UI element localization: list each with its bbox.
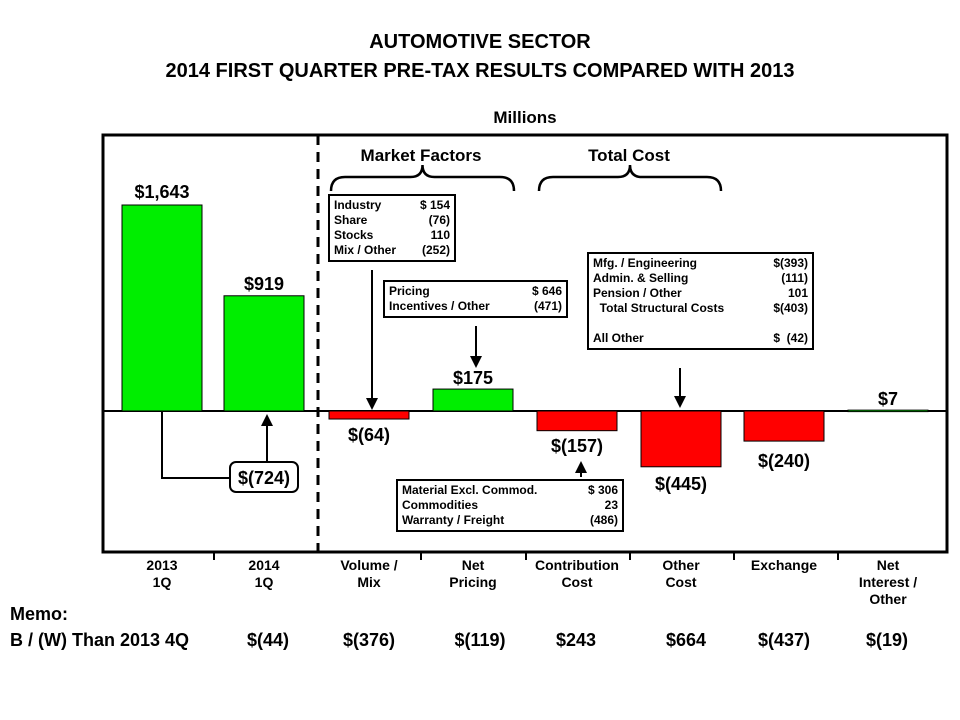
detail-row: Commodities 23 [402, 498, 618, 513]
category-label-7: Net Interest / Other [858, 557, 918, 607]
bar-5 [640, 410, 722, 468]
detail-label: Incentives / Other [389, 299, 490, 313]
bar-7 [847, 409, 929, 413]
memo-row-label: B / (W) Than 2013 4Q [10, 630, 190, 650]
other-cost-arrow-head [674, 396, 686, 408]
memo-value-3: $243 [555, 630, 597, 650]
detail-value: (111) [781, 271, 808, 285]
pricing-detail-box: Pricing $ 646 Incentives / Other (471) [383, 280, 568, 318]
memo-value-2: $(119) [454, 630, 506, 650]
bar-3 [432, 388, 514, 412]
detail-value: 101 [787, 286, 808, 300]
detail-label: Material Excl. Commod. [402, 483, 538, 497]
bar-value-label-7: $7 [878, 389, 898, 409]
detail-value: $(393) [773, 256, 808, 270]
detail-label: Pension / Other [593, 286, 682, 300]
detail-value: $ (42) [773, 331, 808, 345]
total-cost-brace [537, 164, 723, 192]
bar-value-label-3: $175 [453, 368, 493, 388]
units-label: Millions [493, 108, 557, 127]
detail-row [593, 316, 808, 331]
bar-value-label-1: $919 [244, 274, 284, 294]
bar-6 [743, 410, 825, 442]
detail-value: $ 646 [531, 284, 562, 298]
detail-row: Share (76) [334, 213, 450, 228]
difference-connector [161, 411, 230, 479]
detail-row: Mix / Other (252) [334, 243, 450, 258]
detail-label: Industry [334, 198, 382, 212]
total-cost-label: Total Cost [588, 146, 670, 165]
category-label-2: Volume / Mix [340, 557, 398, 590]
detail-label: Stocks [334, 228, 374, 242]
detail-label [593, 316, 596, 331]
memo-value-0: $(44) [246, 630, 290, 650]
detail-row: Mfg. / Engineering $(393) [593, 256, 808, 271]
market-factors-brace [329, 164, 516, 192]
detail-label: Commodities [402, 498, 479, 512]
category-label-3: Net Pricing [449, 557, 497, 590]
contribution-cost-detail-box: Material Excl. Commod. $ 306 Commodities 23… [396, 479, 624, 532]
detail-label: Total Structural Costs [593, 301, 725, 315]
detail-value: $(403) [773, 301, 808, 315]
difference-callout-label: $(724) [238, 468, 290, 488]
memo-value-6: $(19) [865, 630, 909, 650]
detail-row: All Other $ (42) [593, 331, 808, 346]
detail-row: Incentives / Other (471) [389, 299, 562, 314]
memo-value-4: $664 [665, 630, 707, 650]
detail-value: (252) [421, 243, 450, 257]
market-factors-label: Market Factors [361, 146, 482, 165]
category-label-5: Other Cost [662, 557, 700, 590]
detail-value: (76) [428, 213, 450, 227]
bar-4 [536, 410, 618, 432]
detail-row: Pension / Other 101 [593, 286, 808, 301]
memo-value-1: $(376) [342, 630, 396, 650]
other-cost-detail-box: Mfg. / Engineering $(393) Admin. & Selling… [587, 252, 814, 350]
detail-label: Pricing [389, 284, 430, 298]
pricing-arrow-head [470, 356, 482, 368]
bar-2 [328, 410, 410, 420]
detail-value: 23 [604, 498, 618, 512]
detail-value: 110 [430, 228, 450, 242]
detail-label: Mfg. / Engineering [593, 256, 697, 270]
detail-row: Stocks 110 [334, 228, 450, 243]
chart-title-line2: 2014 FIRST QUARTER PRE-TAX RESULTS COMPA… [165, 60, 795, 82]
bar-value-label-2: $(64) [348, 425, 390, 445]
detail-row: Pricing $ 646 [389, 284, 562, 299]
difference-callout-box [229, 461, 299, 493]
detail-value: (471) [533, 299, 562, 313]
chart-title-line1: AUTOMOTIVE SECTOR [369, 31, 591, 53]
category-label-6: Exchange [750, 557, 818, 573]
bar-1 [223, 295, 305, 412]
detail-value: $ 306 [587, 483, 618, 497]
detail-value: $ 154 [419, 198, 450, 212]
category-label-0: 2013 1Q [146, 557, 178, 590]
detail-row: Total Structural Costs $(403) [593, 301, 808, 316]
detail-label: Mix / Other [334, 243, 397, 257]
detail-label: Admin. & Selling [593, 271, 689, 285]
bar-value-label-4: $(157) [551, 436, 603, 456]
detail-label: Share [334, 213, 368, 227]
bar-value-label-5: $(445) [655, 474, 707, 494]
detail-row: Admin. & Selling (111) [593, 271, 808, 286]
contribution-arrow-head [575, 461, 587, 473]
detail-row: Material Excl. Commod. $ 306 [402, 483, 618, 498]
difference-arrow-head [261, 414, 273, 426]
volume-arrow-head [366, 398, 378, 410]
memo-value-5: $(437) [757, 630, 811, 650]
memo-title: Memo: [10, 604, 68, 624]
volume-mix-detail-box: Industry $ 154 Share (76) Stocks 110 Mix / Oth… [328, 194, 456, 262]
bar-value-label-6: $(240) [758, 451, 810, 471]
category-label-4: Contribution Cost [535, 557, 619, 590]
detail-label: All Other [593, 331, 644, 345]
detail-row: Industry $ 154 [334, 198, 450, 213]
detail-label: Warranty / Freight [402, 513, 505, 527]
category-label-1: 2014 1Q [248, 557, 280, 590]
detail-row: Warranty / Freight (486) [402, 513, 618, 528]
bar-0 [121, 204, 203, 412]
bar-value-label-0: $1,643 [134, 182, 189, 202]
detail-value: (486) [589, 513, 618, 527]
